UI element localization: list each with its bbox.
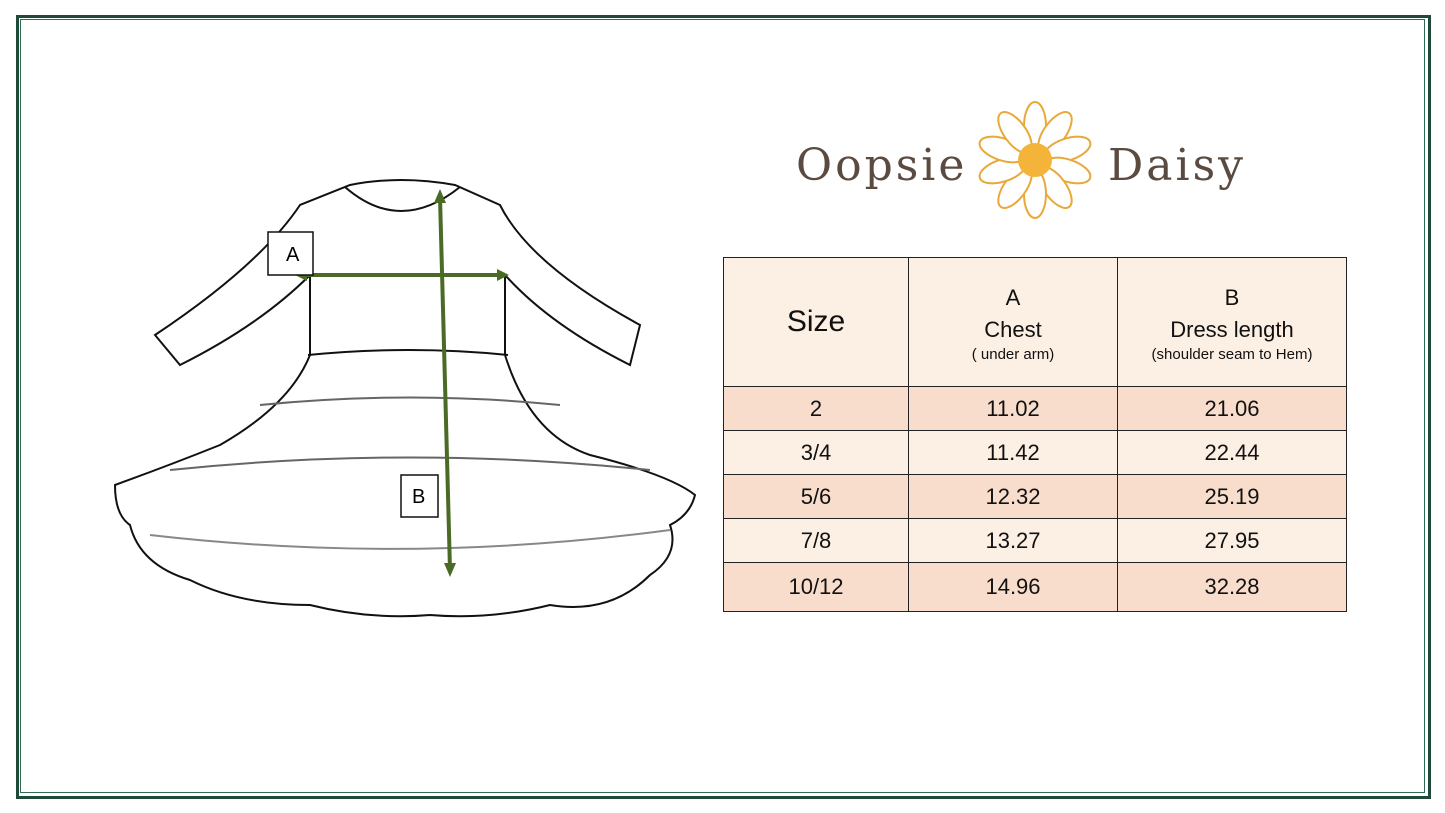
table-row: 2 11.02 21.06 — [723, 386, 1347, 431]
cell-size: 5/6 — [723, 474, 909, 519]
cell-length: 25.19 — [1117, 474, 1347, 519]
page-frame — [16, 15, 1431, 799]
dress-diagram: A B — [113, 179, 697, 618]
tier-seam — [169, 456, 651, 471]
header-chest-title: Chest — [984, 316, 1042, 342]
cell-size: 10/12 — [723, 562, 909, 612]
header-length-title: Dress length — [1170, 316, 1294, 342]
chest-arrow-head — [497, 269, 509, 281]
table-row: 7/8 13.27 27.95 — [723, 518, 1347, 563]
label-b: B — [412, 486, 425, 508]
cell-chest: 14.96 — [908, 562, 1118, 612]
waist-seam — [307, 349, 509, 356]
page-frame-inner — [20, 19, 1425, 793]
header-length-note: (shoulder seam to Hem) — [1151, 345, 1313, 363]
dress-outline — [113, 179, 697, 618]
header-length-letter: B — [1224, 284, 1240, 310]
cell-length: 22.44 — [1117, 430, 1347, 475]
cell-length: 21.06 — [1117, 386, 1347, 431]
length-arrow — [438, 196, 452, 571]
logo-text-right: Daisy — [1108, 140, 1247, 191]
table-row: 10/12 14.96 32.28 — [723, 562, 1347, 612]
cell-chest: 11.02 — [908, 386, 1118, 431]
header-size: Size — [723, 257, 909, 387]
header-chest-note: ( under arm) — [971, 345, 1055, 363]
header-length: B Dress length (shoulder seam to Hem) — [1117, 257, 1347, 387]
collar — [344, 186, 461, 212]
length-arrow-head — [434, 189, 446, 203]
label-b-box — [400, 474, 439, 518]
label-a: A — [286, 244, 300, 266]
header-chest-letter: A — [1005, 284, 1021, 310]
table-row: 5/6 12.32 25.19 — [723, 474, 1347, 519]
label-a-box — [267, 231, 314, 276]
brand-logo: Oopsie Daisy — [790, 100, 1280, 230]
table-row: 3/4 11.42 22.44 — [723, 430, 1347, 475]
cell-chest: 13.27 — [908, 518, 1118, 563]
daisy-icon — [978, 101, 1092, 219]
tier-seam — [259, 396, 561, 406]
cell-length: 27.95 — [1117, 518, 1347, 563]
header-chest: A Chest ( under arm) — [908, 257, 1118, 387]
table-header-row: Size A Chest ( under arm) B Dress length… — [723, 257, 1347, 387]
cell-size: 7/8 — [723, 518, 909, 563]
cell-size: 2 — [723, 386, 909, 431]
cell-chest: 11.42 — [908, 430, 1118, 475]
hem-ruffle — [149, 529, 671, 550]
cell-length: 32.28 — [1117, 562, 1347, 612]
logo-text-left: Oopsie — [796, 140, 968, 191]
size-chart-table: Size A Chest ( under arm) B Dress length… — [723, 257, 1347, 612]
cell-chest: 12.32 — [908, 474, 1118, 519]
cell-size: 3/4 — [723, 430, 909, 475]
length-arrow-head — [444, 563, 456, 577]
